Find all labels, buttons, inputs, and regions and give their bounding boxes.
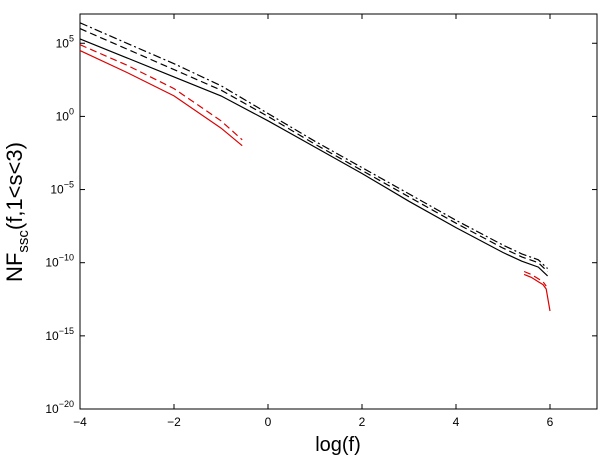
y-tick-label-base: 10 bbox=[56, 109, 70, 123]
plot-area bbox=[79, 13, 598, 410]
x-tick-label: 4 bbox=[453, 415, 460, 429]
series-line bbox=[79, 38, 549, 277]
x-axis-ticks: −4 −2 0 2 4 6 bbox=[73, 14, 554, 429]
x-tick-label: 2 bbox=[359, 415, 366, 429]
x-tick-label: 6 bbox=[547, 415, 554, 429]
y-tick-label-base: 10 bbox=[50, 183, 64, 197]
series-line bbox=[79, 22, 549, 270]
y-axis-label-main: NF bbox=[2, 253, 27, 282]
y-axis-label-subscript: ssc bbox=[15, 230, 32, 253]
series-line bbox=[523, 273, 551, 312]
y-tick-label-base: 10 bbox=[56, 36, 70, 50]
y-tick-label: 10−5 bbox=[50, 180, 74, 197]
y-tick-label: 10−15 bbox=[45, 326, 74, 343]
y-tick-label-exponent: −15 bbox=[59, 326, 74, 336]
y-tick-label-exponent: −10 bbox=[59, 253, 74, 263]
series-line bbox=[79, 50, 243, 147]
x-tick-label: −2 bbox=[167, 415, 181, 429]
x-axis-label: log(f) bbox=[315, 434, 361, 456]
y-tick-label-exponent: −5 bbox=[64, 180, 74, 190]
y-tick-label: 100 bbox=[56, 106, 74, 123]
series-line bbox=[79, 44, 243, 141]
y-tick-label: 105 bbox=[56, 33, 74, 50]
series-line bbox=[523, 270, 547, 287]
y-tick-label-exponent: 5 bbox=[69, 33, 74, 43]
x-tick-label: 0 bbox=[265, 415, 272, 429]
y-tick-label: 10−20 bbox=[45, 399, 74, 416]
y-tick-label-exponent: 0 bbox=[69, 106, 74, 116]
y-tick-label: 10−10 bbox=[45, 253, 74, 270]
y-axis-label-rest: (f,1<s<3) bbox=[2, 142, 27, 230]
y-tick-label-base: 10 bbox=[45, 402, 59, 416]
series-layer bbox=[79, 22, 551, 312]
x-tick-label: −4 bbox=[73, 415, 87, 429]
y-tick-label-base: 10 bbox=[45, 256, 59, 270]
y-tick-label-exponent: −20 bbox=[59, 399, 74, 409]
y-tick-label-base: 10 bbox=[45, 329, 59, 343]
y-axis-label: NFssc(f,1<s<3) bbox=[2, 142, 32, 282]
series-line bbox=[79, 28, 549, 272]
